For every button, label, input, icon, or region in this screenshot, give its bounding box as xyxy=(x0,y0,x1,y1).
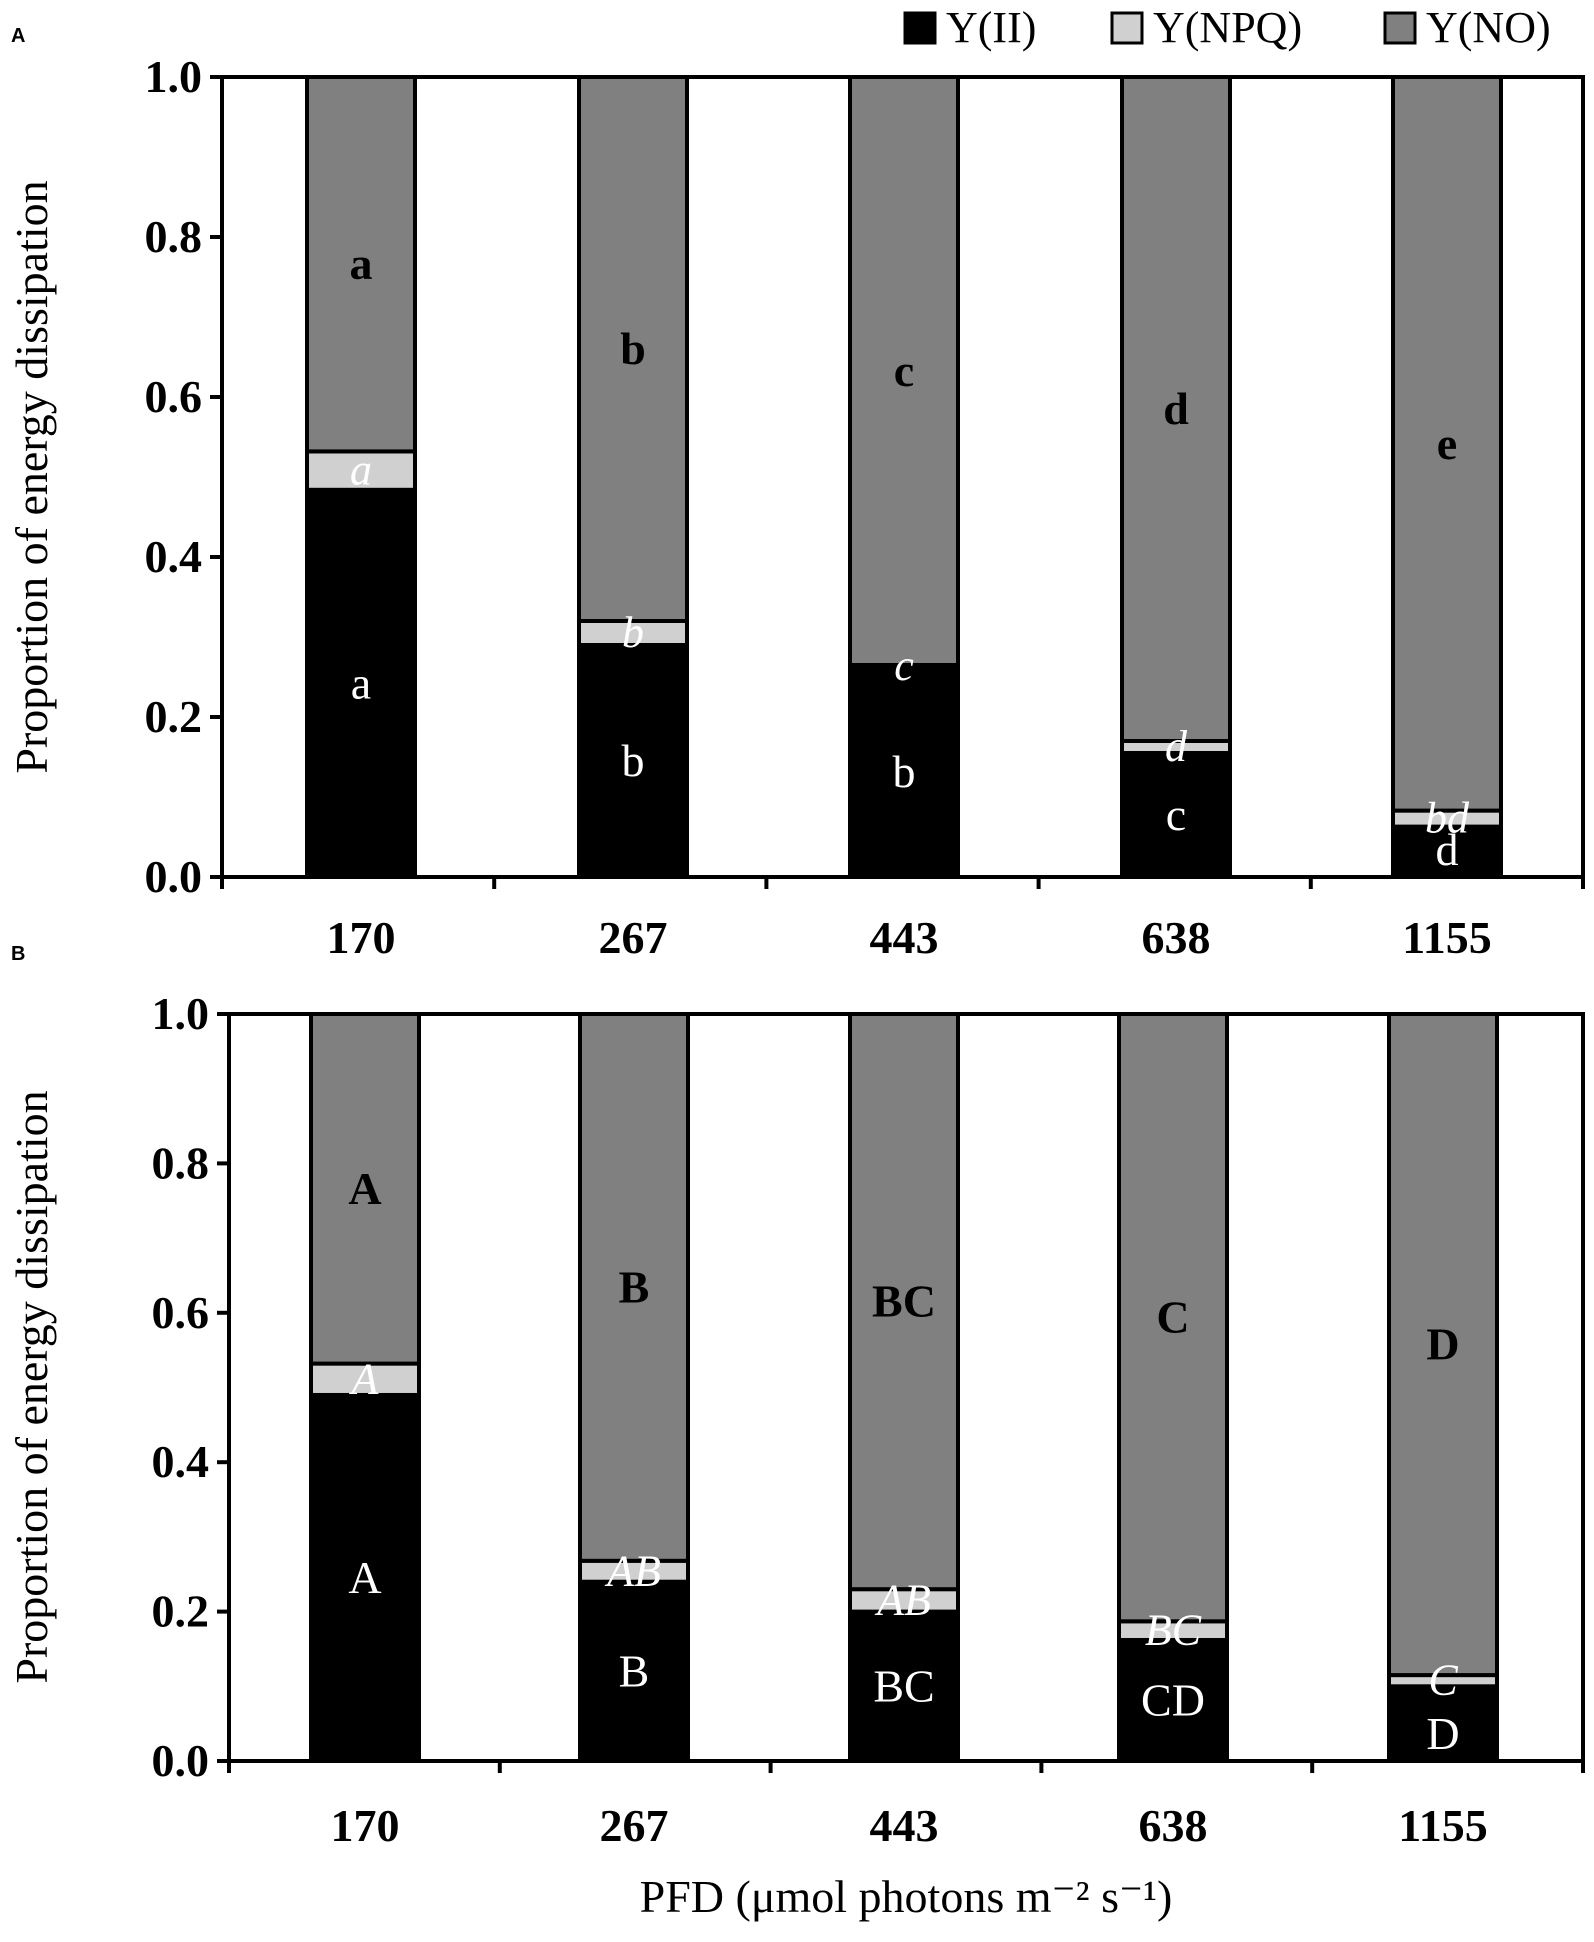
legend-label: Y(NO) xyxy=(1426,3,1551,52)
stacked-bar xyxy=(848,75,960,879)
x-tick-label: 267 xyxy=(599,912,668,963)
letter-ynpq-no: c xyxy=(894,345,914,396)
y-axis-title: Proportion of energy dissipation xyxy=(6,1090,57,1683)
bar-segment xyxy=(305,449,417,492)
stacked-bar xyxy=(577,75,689,879)
y-tick-label: 0.2 xyxy=(145,691,203,742)
bar-segment xyxy=(1391,75,1503,813)
letter-ynpq: bd xyxy=(1425,794,1470,843)
stacked-bar xyxy=(1120,75,1232,879)
letter-ynpq-no: B xyxy=(619,1261,650,1312)
letter-yii: b xyxy=(893,746,916,797)
letter-ynpq: BC xyxy=(1145,1606,1202,1655)
bar-segment xyxy=(305,487,417,879)
letter-ynpq-no: d xyxy=(1163,383,1189,434)
stacked-bar xyxy=(1387,1012,1499,1764)
x-axis-title: PFD (μmol photons m⁻² s⁻¹) xyxy=(640,1871,1173,1922)
letter-yii: CD xyxy=(1141,1674,1205,1725)
y-tick-label: 0.4 xyxy=(152,1436,210,1487)
plot-frame xyxy=(220,75,1585,879)
letter-yii: b xyxy=(622,735,645,786)
letter-yii: d xyxy=(1436,824,1459,875)
letter-ynpq-no: e xyxy=(1437,418,1457,469)
letter-yii: B xyxy=(619,1645,650,1696)
bar-segment xyxy=(848,75,960,667)
legend-swatch xyxy=(1383,11,1417,45)
y-tick-label: 0.8 xyxy=(152,1137,210,1188)
letter-ynpq-no: A xyxy=(348,1163,381,1214)
bar-segment xyxy=(578,1579,690,1763)
bar-segment xyxy=(578,1012,690,1563)
x-tick-label: 1155 xyxy=(1398,1800,1487,1851)
letter-ynpq: AB xyxy=(874,1575,931,1624)
y-tick-label: 1.0 xyxy=(145,51,203,102)
y-tick-label: 1.0 xyxy=(152,988,210,1039)
letter-ynpq: C xyxy=(1428,1656,1458,1705)
legend-label: Y(II) xyxy=(946,3,1036,52)
x-tick-label: 443 xyxy=(870,912,939,963)
legend-label: Y(NPQ) xyxy=(1153,3,1302,52)
stacked-bar xyxy=(1391,75,1503,879)
y-axis-title: Proportion of energy dissipation xyxy=(6,180,57,773)
x-tick-label: 443 xyxy=(870,1800,939,1851)
panel-B: BAAABABBBCABBCCBCCDDCD0.00.20.40.60.81.0… xyxy=(6,943,1585,1851)
y-tick-label: 0.0 xyxy=(152,1735,210,1786)
plot-frame xyxy=(227,1012,1585,1763)
letter-ynpq-no: BC xyxy=(872,1276,936,1327)
bar-segment xyxy=(577,75,689,623)
letter-ynpq: A xyxy=(349,1354,380,1403)
y-tick-label: 0.8 xyxy=(145,211,203,262)
letter-ynpq: AB xyxy=(604,1546,661,1595)
x-tick-label: 267 xyxy=(600,1800,669,1851)
letter-ynpq-no: D xyxy=(1426,1319,1459,1370)
x-tick-label: 1155 xyxy=(1402,912,1491,963)
bar-segment xyxy=(309,1392,421,1763)
x-tick-label: 170 xyxy=(331,1800,400,1851)
letter-ynpq: a xyxy=(350,446,372,495)
bar-segment xyxy=(1117,1637,1229,1763)
stacked-bar xyxy=(578,1012,690,1763)
letter-ynpq: c xyxy=(894,641,914,690)
letter-yii: BC xyxy=(873,1660,934,1711)
bar-segment xyxy=(1120,75,1232,743)
letter-ynpq-no: a xyxy=(350,238,373,289)
y-tick-label: 0.6 xyxy=(145,371,203,422)
letter-ynpq-no: b xyxy=(620,323,646,374)
letter-ynpq-no: C xyxy=(1156,1292,1189,1343)
bar-segment xyxy=(1120,751,1232,879)
stacked-bar xyxy=(848,1012,960,1763)
panel-label: B xyxy=(11,943,25,965)
y-tick-label: 0.0 xyxy=(145,851,203,902)
letter-ynpq: d xyxy=(1165,722,1188,771)
letter-yii: a xyxy=(351,657,371,708)
x-tick-label: 638 xyxy=(1142,912,1211,963)
bar-segment xyxy=(309,1012,421,1366)
legend-swatch xyxy=(1110,11,1144,45)
legend: Y(II) Y(NPQ) Y(NO) xyxy=(903,3,1551,52)
letter-yii: c xyxy=(1166,789,1186,840)
panel-label: A xyxy=(11,25,25,47)
y-tick-label: 0.6 xyxy=(152,1287,210,1338)
y-tick-label: 0.4 xyxy=(145,531,203,582)
x-tick-label: 170 xyxy=(327,912,396,963)
y-tick-label: 0.2 xyxy=(152,1586,210,1637)
legend-swatch xyxy=(903,11,937,45)
letter-yii: A xyxy=(348,1552,381,1603)
bar-segment xyxy=(577,643,689,879)
letter-ynpq: b xyxy=(622,608,644,657)
letter-yii: D xyxy=(1426,1708,1459,1759)
x-tick-label: 638 xyxy=(1139,1800,1208,1851)
stacked-bar xyxy=(309,1012,421,1763)
